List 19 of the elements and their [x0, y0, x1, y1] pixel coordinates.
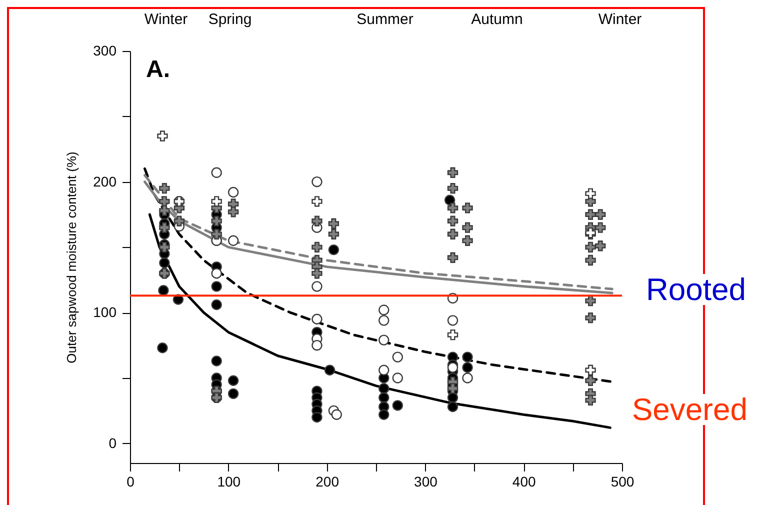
y-tick-label: 0	[108, 434, 117, 451]
y-axis-title: Outer sapwood moisture content (%)	[64, 152, 80, 364]
x-tick-label: 500	[610, 474, 634, 490]
y-tick-label: 100	[93, 304, 117, 320]
x-tick-label: 300	[414, 474, 438, 490]
x-tick-label: 100	[217, 474, 241, 490]
x-tick-label: 200	[316, 474, 340, 490]
y-tick-label: 200	[93, 173, 117, 190]
x-tick-label: 400	[512, 474, 536, 490]
text: Summer	[356, 11, 414, 28]
text: Autumn	[471, 11, 523, 28]
y-tick-label: 300	[93, 42, 117, 58]
text: Rooted	[646, 272, 746, 307]
text: Winter	[598, 11, 642, 28]
text: Spring	[208, 11, 252, 28]
text: Winter	[144, 11, 188, 28]
annotation: A.	[146, 56, 170, 83]
x-tick-label: 0	[126, 474, 135, 490]
text: Severed	[632, 392, 748, 427]
